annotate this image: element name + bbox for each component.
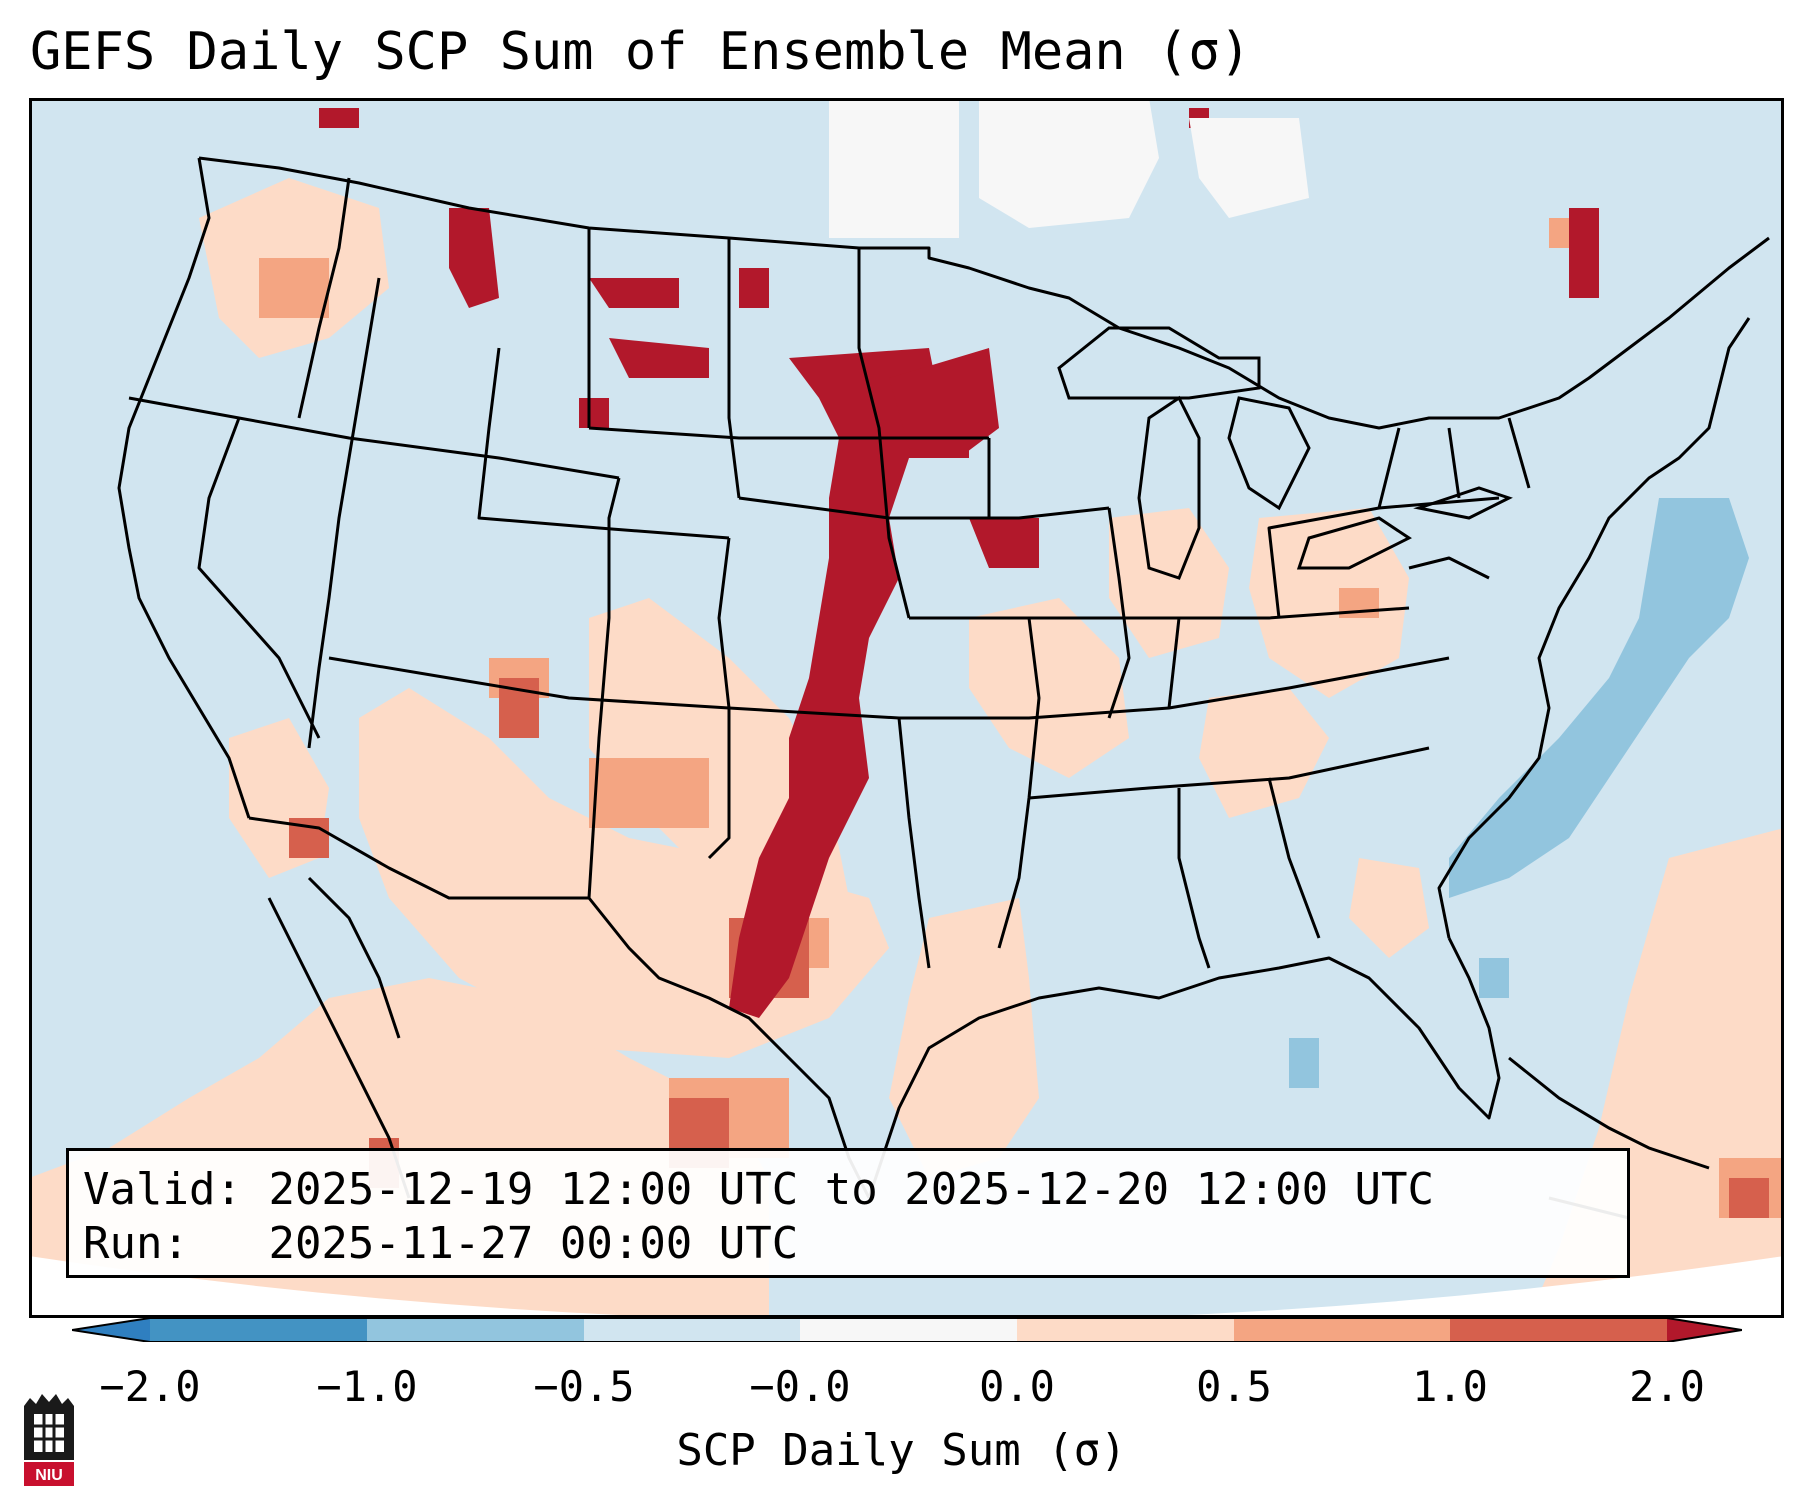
colorbar-extend-low xyxy=(72,1318,150,1342)
scp-dark-red-regions xyxy=(319,108,1599,1018)
chart-title: GEFS Daily SCP Sum of Ensemble Mean (σ) xyxy=(30,22,1251,82)
logo-text: NIU xyxy=(35,1467,63,1484)
niu-logo: NIU xyxy=(24,1394,74,1486)
colorbar-bin-3 xyxy=(584,1318,800,1342)
colorbar-bin-5 xyxy=(1017,1318,1234,1342)
run-time: 2025-11-27 00:00 UTC xyxy=(268,1218,799,1269)
colorbar-extend-high xyxy=(1667,1318,1742,1342)
colorbar-tick: 0.0 xyxy=(979,1362,1055,1411)
valid-label: Valid: xyxy=(83,1164,242,1215)
scp-map xyxy=(29,98,1784,1318)
run-label: Run: xyxy=(83,1218,189,1269)
colorbar-tick: −1.0 xyxy=(316,1362,418,1411)
colorbar-bin-4 xyxy=(800,1318,1017,1342)
map-frame xyxy=(29,98,1784,1318)
valid-time: 2025-12-19 12:00 UTC to 2025-12-20 12:00… xyxy=(268,1164,1435,1215)
colorbar-bin-7 xyxy=(1450,1318,1667,1342)
colorbar xyxy=(72,1318,1742,1342)
scp-light-blue-regions xyxy=(1289,498,1749,1088)
borders xyxy=(117,156,1770,1199)
colorbar-tick: −0.0 xyxy=(749,1362,851,1411)
colorbar-bin-2 xyxy=(367,1318,584,1342)
colorbar-tick: 1.0 xyxy=(1412,1362,1488,1411)
colorbar-bin-6 xyxy=(1234,1318,1450,1342)
colorbar-tick: −2.0 xyxy=(99,1362,201,1411)
colorbar-bin-1 xyxy=(150,1318,367,1342)
colorbar-label: SCP Daily Sum (σ) xyxy=(676,1425,1127,1476)
valid-run-infobox: Valid: 2025-12-19 12:00 UTC to 2025-12-2… xyxy=(66,1148,1630,1278)
colorbar-tick: 2.0 xyxy=(1629,1362,1705,1411)
great-lakes xyxy=(1057,326,1513,580)
colorbar-tick: −0.5 xyxy=(533,1362,635,1411)
projection-edge xyxy=(29,1256,1784,1318)
scp-white-regions xyxy=(829,98,1309,238)
colorbar-tick: 0.5 xyxy=(1196,1362,1272,1411)
